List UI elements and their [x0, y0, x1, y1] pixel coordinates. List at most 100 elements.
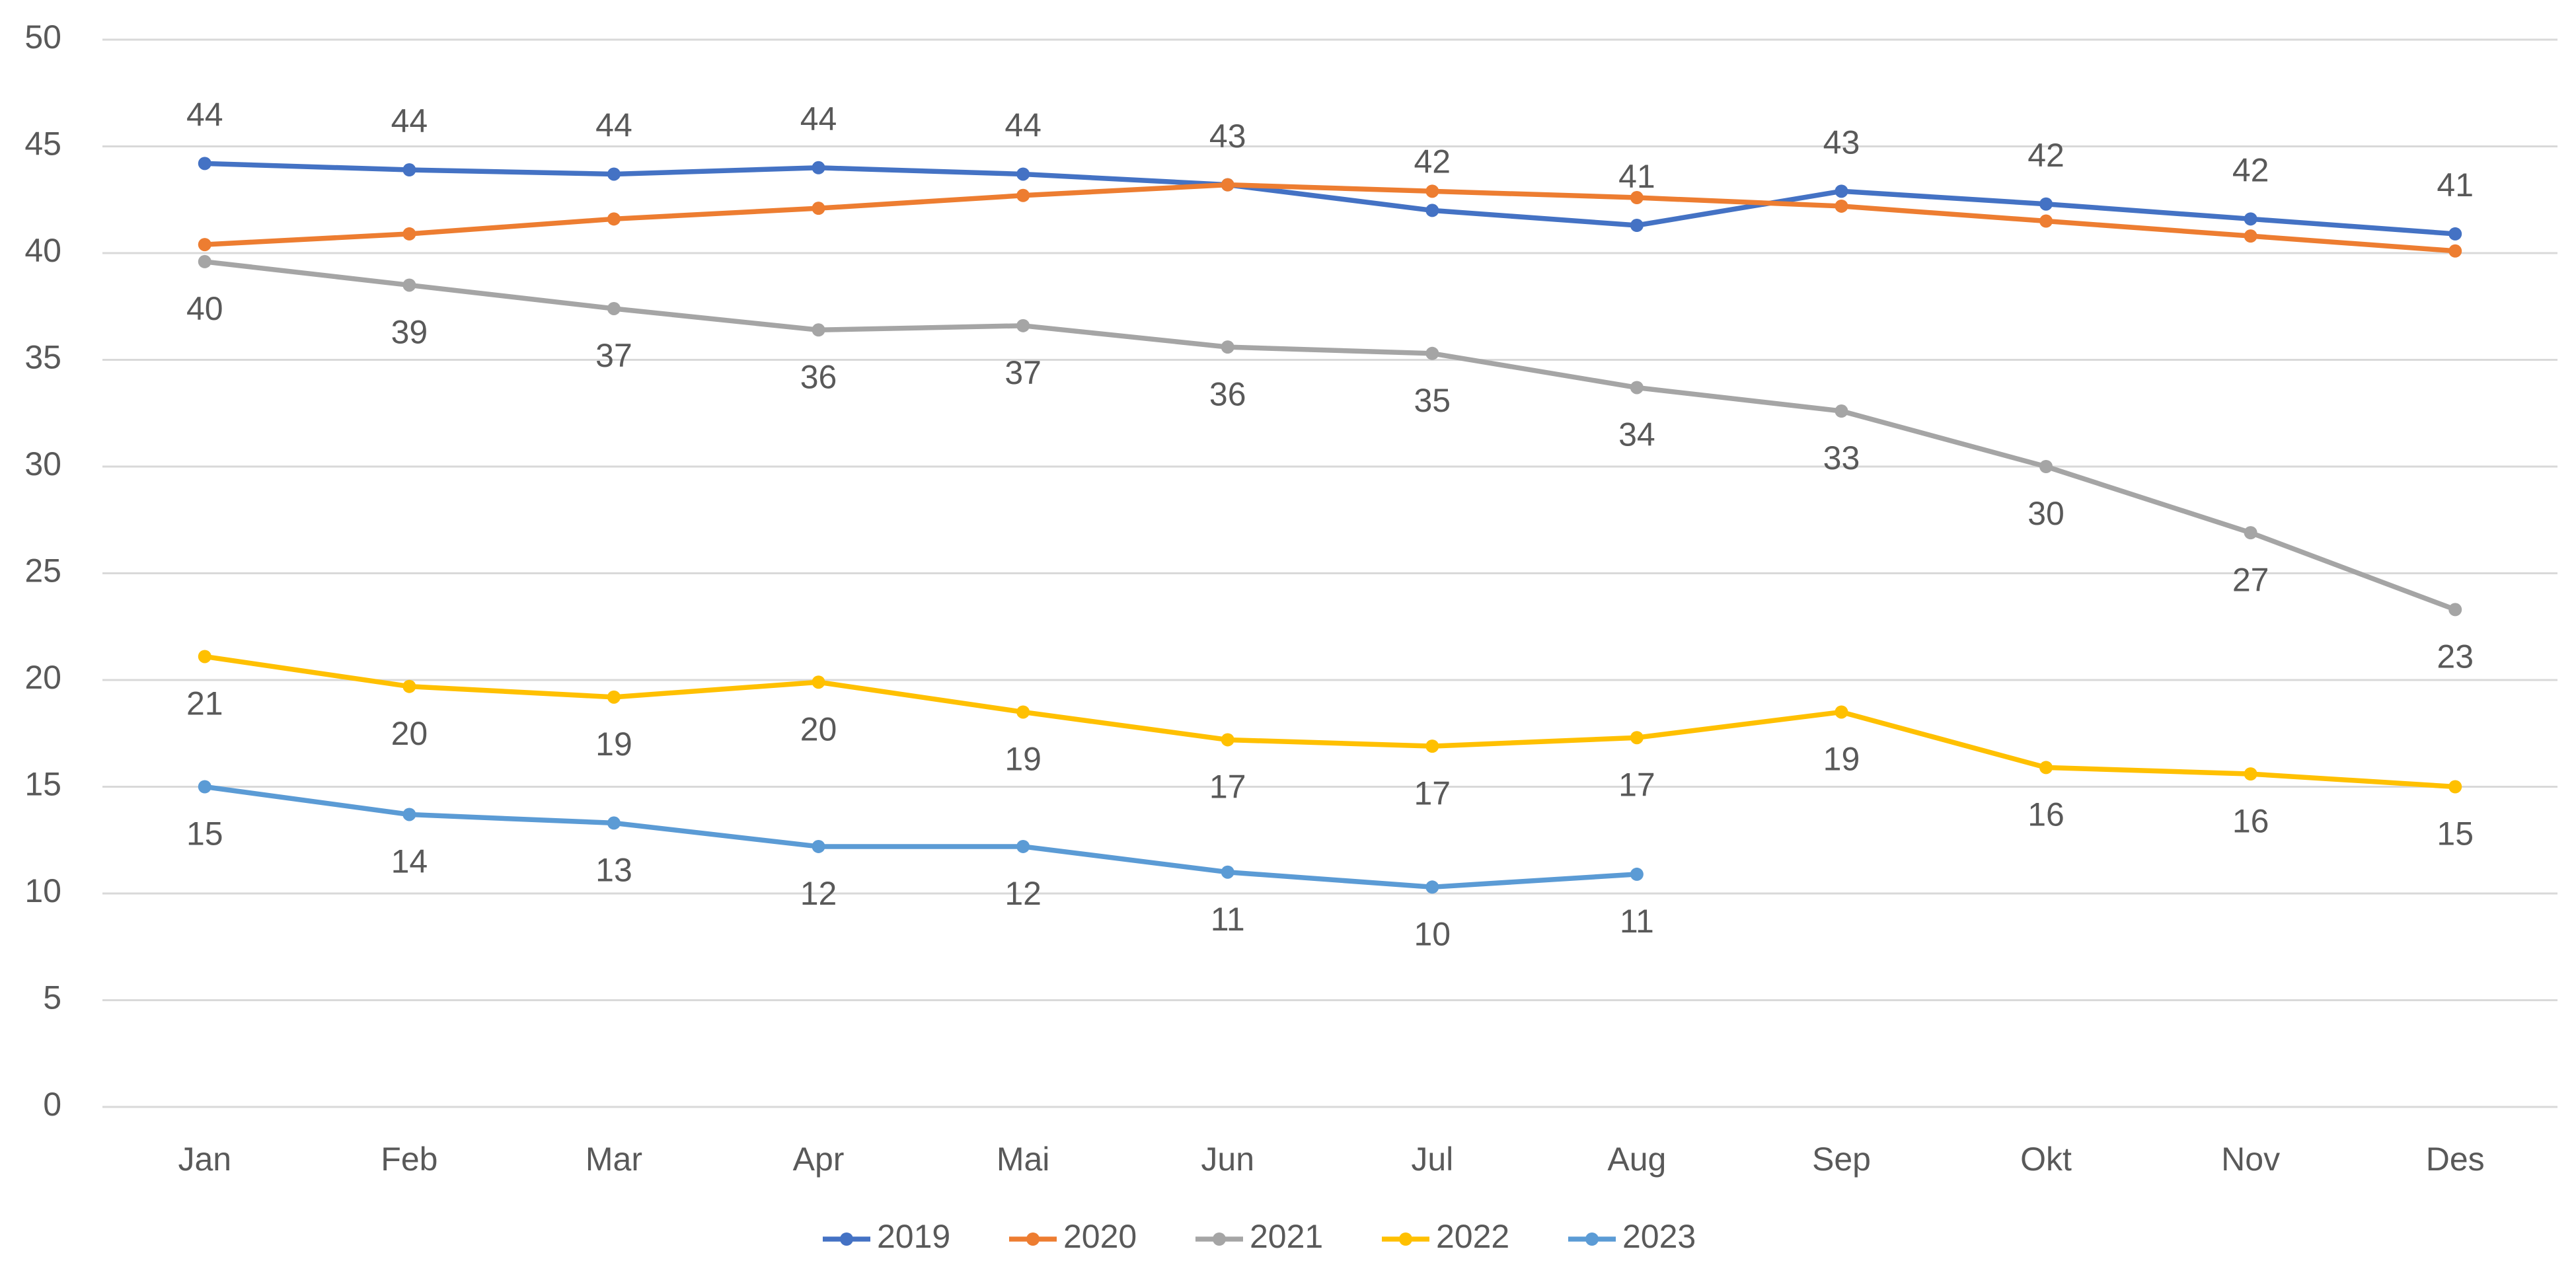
data-label: 15	[2437, 815, 2474, 852]
y-tick-label: 10	[24, 872, 61, 909]
data-point	[1221, 733, 1234, 747]
data-point	[198, 780, 211, 794]
data-point	[607, 816, 621, 830]
data-label: 17	[1414, 775, 1451, 812]
data-label: 36	[1209, 375, 1246, 412]
data-point	[1016, 319, 1030, 332]
data-label: 19	[1004, 741, 1042, 778]
data-point	[198, 157, 211, 170]
data-point	[1221, 340, 1234, 354]
x-tick-label: Des	[2426, 1141, 2485, 1178]
data-label: 36	[800, 358, 837, 395]
data-point	[2244, 526, 2257, 540]
data-point	[812, 323, 825, 337]
legend-label: 2021	[1250, 1218, 1323, 1255]
data-point	[1835, 184, 1848, 198]
data-point	[607, 212, 621, 226]
data-label: 41	[2437, 167, 2474, 204]
data-point	[1016, 167, 1030, 181]
data-label: 12	[800, 875, 837, 912]
legend-label: 2020	[1063, 1218, 1137, 1255]
data-label: 39	[391, 314, 428, 351]
data-point	[1630, 381, 1644, 395]
data-point	[812, 161, 825, 174]
data-point	[812, 839, 825, 853]
data-label: 17	[1618, 766, 1655, 803]
data-point	[198, 238, 211, 252]
data-point	[1630, 867, 1644, 881]
legend-marker	[840, 1232, 853, 1246]
data-point	[1835, 404, 1848, 418]
x-tick-label: Sep	[1812, 1141, 1871, 1178]
data-label: 19	[1823, 741, 1860, 778]
data-label: 44	[800, 100, 837, 137]
data-label: 11	[1620, 903, 1654, 940]
legend-label: 2022	[1436, 1218, 1509, 1255]
data-label: 42	[1414, 143, 1451, 180]
data-label: 20	[391, 715, 428, 752]
y-tick-label: 50	[24, 19, 61, 56]
data-label: 43	[1209, 118, 1246, 155]
series-line	[204, 182, 2456, 254]
data-label: 11	[1211, 901, 1245, 938]
data-label: 44	[595, 107, 632, 144]
data-point	[2244, 229, 2257, 243]
data-point	[1425, 204, 1439, 217]
data-point	[1425, 739, 1439, 753]
data-label: 21	[186, 685, 223, 722]
data-label: 43	[1823, 124, 1860, 161]
data-label: 41	[1618, 158, 1655, 195]
y-tick-label: 25	[24, 552, 61, 589]
data-label: 44	[186, 96, 223, 133]
data-point	[1835, 199, 1848, 213]
data-point	[812, 675, 825, 689]
data-point	[1630, 731, 1644, 745]
data-label: 42	[2232, 152, 2269, 189]
series-line	[204, 259, 2456, 612]
data-point	[1016, 188, 1030, 202]
data-point	[402, 278, 416, 292]
x-tick-label: Okt	[2020, 1141, 2072, 1178]
x-tick-label: Jul	[1411, 1141, 1453, 1178]
data-point	[2448, 780, 2462, 794]
data-label: 12	[1004, 875, 1042, 912]
data-label: 16	[2027, 796, 2065, 833]
data-label: 42	[2027, 137, 2065, 174]
data-label: 19	[595, 726, 632, 763]
x-tick-label: Apr	[793, 1141, 845, 1178]
series-line	[204, 654, 2456, 790]
legend-label: 2019	[877, 1218, 950, 1255]
data-point	[1221, 178, 1234, 192]
data-label: 35	[1414, 382, 1451, 419]
legend-marker	[1399, 1232, 1412, 1246]
data-point	[607, 690, 621, 704]
data-label: 34	[1618, 416, 1655, 453]
data-point	[812, 202, 825, 215]
data-point	[607, 301, 621, 315]
data-point	[1016, 839, 1030, 853]
data-label: 13	[595, 852, 632, 889]
y-tick-label: 5	[43, 979, 61, 1016]
data-label: 44	[391, 102, 428, 139]
data-label: 30	[2027, 495, 2065, 532]
data-point	[1630, 219, 1644, 233]
data-point	[607, 167, 621, 181]
data-point	[402, 808, 416, 821]
data-point	[1835, 705, 1848, 719]
data-point	[2039, 761, 2053, 775]
data-label: 33	[1823, 439, 1860, 476]
y-tick-label: 45	[24, 126, 61, 163]
x-tick-label: Nov	[2221, 1141, 2280, 1178]
y-tick-label: 40	[24, 232, 61, 269]
y-tick-label: 35	[24, 339, 61, 376]
data-point	[1016, 705, 1030, 719]
data-point	[402, 679, 416, 693]
x-tick-label: Feb	[381, 1141, 437, 1178]
series-line	[204, 784, 1638, 890]
data-label: 10	[1414, 916, 1451, 953]
data-point	[1425, 880, 1439, 894]
data-label: 27	[2232, 561, 2269, 598]
y-tick-label: 20	[24, 659, 61, 696]
